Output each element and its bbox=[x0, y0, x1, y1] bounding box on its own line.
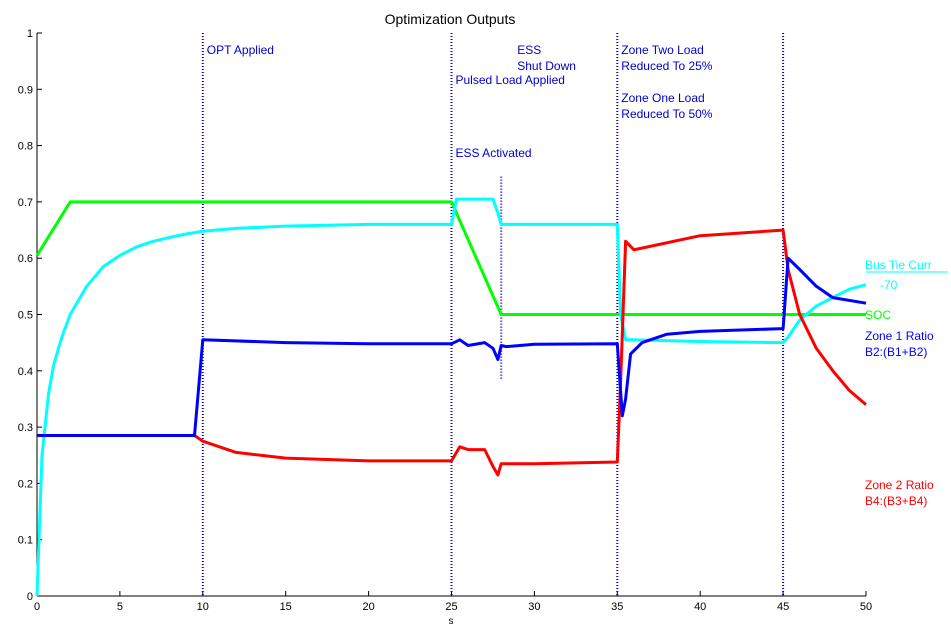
event-annotation: Reduced To 25% bbox=[621, 59, 713, 73]
event-annotation: Shut Down bbox=[517, 59, 576, 73]
y-tick-label: 0.2 bbox=[18, 478, 33, 490]
series-label-soc: SOC bbox=[865, 308, 891, 322]
event-annotation: Reduced To 50% bbox=[621, 107, 713, 121]
event-annotation: ESS bbox=[517, 43, 541, 57]
series-label-zone1: Zone 1 Ratio bbox=[865, 329, 934, 343]
event-annotation: Zone Two Load bbox=[621, 43, 704, 57]
y-tick-label: 0.8 bbox=[18, 141, 33, 153]
x-tick-label: 0 bbox=[34, 601, 40, 613]
x-tick-label: 30 bbox=[528, 601, 540, 613]
x-tick-label: 5 bbox=[117, 601, 123, 613]
series-lines bbox=[35, 197, 867, 597]
y-tick-label: 0 bbox=[27, 591, 33, 603]
series-label-bus_tie: Bus Tie Curr bbox=[865, 258, 932, 272]
x-tick-label: 45 bbox=[777, 601, 789, 613]
y-tick-label: 0.3 bbox=[18, 422, 33, 434]
y-tick-label: 0.6 bbox=[18, 253, 33, 265]
series-label-zone2: B4:(B3+B4) bbox=[865, 494, 927, 508]
series-line-bus_tie bbox=[35, 197, 867, 597]
series-line-zone1 bbox=[37, 256, 867, 437]
event-annotation: Zone One Load bbox=[621, 91, 704, 105]
series-line-zone2 bbox=[37, 228, 867, 477]
event-annotation: Increased To 75% bbox=[787, 0, 883, 3]
x-tick-label: 20 bbox=[362, 601, 374, 613]
axes: 0 5 10 15 20 25 30 35 40 45 50 0 0.1 0.2 0.3 0.4 0.5 0.6 0… bbox=[18, 28, 872, 613]
y-tick-label: 1 bbox=[27, 28, 33, 40]
x-tick-label: 40 bbox=[694, 601, 706, 613]
y-tick-label: 0.1 bbox=[18, 535, 33, 547]
y-tick-label: 0.9 bbox=[18, 84, 33, 96]
y-tick-label: 0.5 bbox=[18, 310, 33, 322]
event-annotation: ESS Activated bbox=[456, 146, 532, 160]
event-annotation: OPT Applied bbox=[207, 43, 274, 57]
y-tick-label: 0.7 bbox=[18, 197, 33, 209]
y-tick-label: 0.4 bbox=[18, 366, 33, 378]
x-tick-label: 50 bbox=[860, 601, 872, 613]
x-tick-label: 25 bbox=[445, 601, 457, 613]
x-axis-label: s bbox=[449, 616, 454, 627]
event-annotation: Pulsed Load Applied bbox=[456, 73, 565, 87]
x-tick-label: 35 bbox=[611, 601, 623, 613]
x-tick-label: 10 bbox=[197, 601, 209, 613]
series-labels: Bus Tie Curr -70 SOC Zone 1 Ratio B2:(B1+B2)… bbox=[865, 258, 948, 508]
series-label-zone1: B2:(B1+B2) bbox=[865, 345, 927, 359]
event-markers: OPT Applied Pulsed Load Applied ESS Activa… bbox=[201, 0, 883, 596]
chart-title: Optimization Outputs bbox=[385, 11, 516, 27]
x-tick-label: 15 bbox=[280, 601, 292, 613]
series-label-bus_tie: -70 bbox=[880, 278, 898, 292]
series-label-zone2: Zone 2 Ratio bbox=[865, 478, 934, 492]
event-annotation: Zone Two Load bbox=[787, 0, 870, 3]
